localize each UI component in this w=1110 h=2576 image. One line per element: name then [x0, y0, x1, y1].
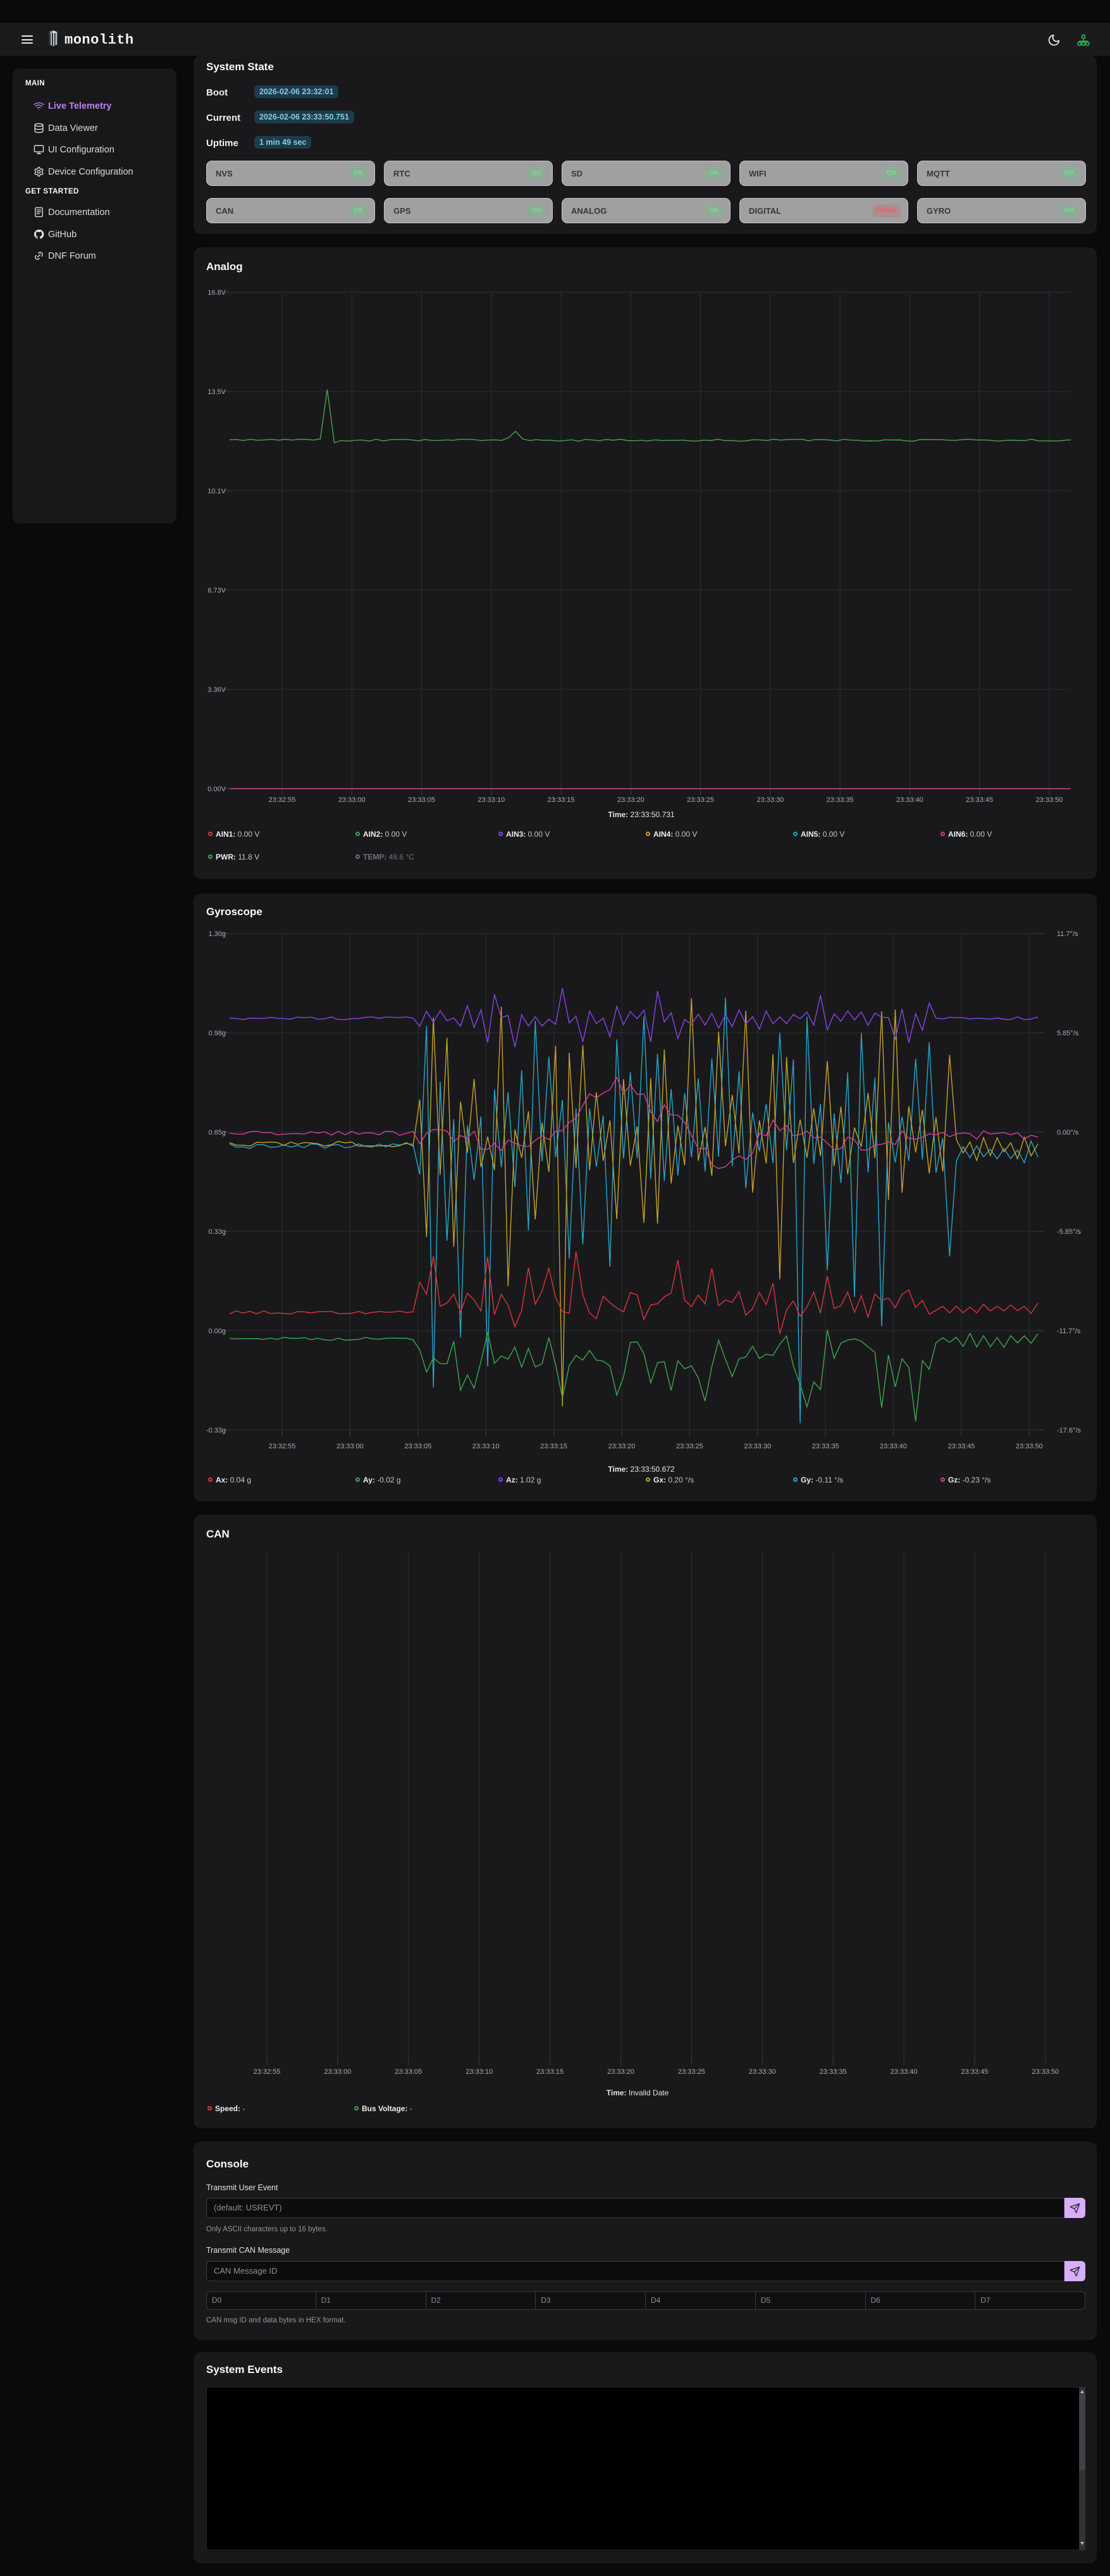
svg-text:23:33:10: 23:33:10	[472, 1443, 500, 1450]
svg-text:23:33:00: 23:33:00	[336, 1443, 364, 1450]
svg-text:-17.6°/s: -17.6°/s	[1057, 1427, 1082, 1434]
svg-text:23:33:05: 23:33:05	[395, 2068, 422, 2076]
svg-text:-11.7°/s: -11.7°/s	[1057, 1328, 1081, 1335]
svg-text:-5.85°/s: -5.85°/s	[1057, 1228, 1082, 1236]
svg-text:16.8V: 16.8V	[207, 289, 226, 297]
svg-text:23:33:35: 23:33:35	[827, 796, 854, 804]
svg-text:0.00V: 0.00V	[207, 786, 226, 793]
svg-text:23:33:25: 23:33:25	[678, 2068, 705, 2076]
svg-text:-0.33g: -0.33g	[206, 1427, 226, 1434]
svg-text:23:33:00: 23:33:00	[338, 796, 366, 804]
svg-text:23:33:50: 23:33:50	[1036, 796, 1063, 804]
svg-text:0.33g: 0.33g	[208, 1228, 226, 1236]
svg-text:23:33:35: 23:33:35	[820, 2068, 847, 2076]
svg-text:0.00°/s: 0.00°/s	[1057, 1129, 1079, 1137]
svg-text:11.7°/s: 11.7°/s	[1057, 930, 1078, 938]
svg-text:23:32:55: 23:32:55	[269, 1443, 296, 1450]
svg-text:23:33:15: 23:33:15	[536, 2068, 564, 2076]
svg-text:23:33:05: 23:33:05	[408, 796, 435, 804]
svg-text:23:33:25: 23:33:25	[676, 1443, 703, 1450]
svg-text:23:33:40: 23:33:40	[891, 2068, 918, 2076]
svg-text:23:33:20: 23:33:20	[607, 2068, 634, 2076]
svg-text:23:33:10: 23:33:10	[478, 796, 505, 804]
svg-text:13.5V: 13.5V	[207, 388, 226, 396]
svg-text:23:33:00: 23:33:00	[324, 2068, 351, 2076]
svg-text:Time: 23:33:50.731: Time: 23:33:50.731	[608, 810, 675, 819]
svg-text:23:33:20: 23:33:20	[617, 796, 644, 804]
svg-text:6.73V: 6.73V	[207, 587, 226, 595]
svg-text:0.98g: 0.98g	[208, 1030, 226, 1037]
svg-text:23:33:15: 23:33:15	[548, 796, 575, 804]
svg-text:3.36V: 3.36V	[207, 686, 226, 694]
svg-text:23:33:45: 23:33:45	[961, 2068, 989, 2076]
svg-text:5.85°/s: 5.85°/s	[1057, 1030, 1079, 1037]
svg-text:Time: 23:33:50.672: Time: 23:33:50.672	[608, 1465, 675, 1474]
svg-text:23:33:30: 23:33:30	[756, 796, 784, 804]
svg-text:23:33:45: 23:33:45	[948, 1443, 975, 1450]
svg-text:23:33:30: 23:33:30	[749, 2068, 776, 2076]
svg-text:0.00g: 0.00g	[208, 1328, 226, 1335]
svg-text:10.1V: 10.1V	[207, 488, 226, 495]
svg-text:1.30g: 1.30g	[208, 930, 226, 938]
svg-text:23:33:50: 23:33:50	[1016, 1443, 1043, 1450]
svg-text:23:33:40: 23:33:40	[896, 796, 923, 804]
svg-text:23:33:50: 23:33:50	[1032, 2068, 1059, 2076]
svg-text:23:32:55: 23:32:55	[254, 2068, 281, 2076]
svg-text:23:33:35: 23:33:35	[812, 1443, 839, 1450]
svg-text:0.65g: 0.65g	[208, 1129, 226, 1137]
svg-text:23:32:55: 23:32:55	[269, 796, 296, 804]
svg-text:23:33:20: 23:33:20	[608, 1443, 636, 1450]
svg-text:23:33:15: 23:33:15	[540, 1443, 567, 1450]
svg-text:23:33:45: 23:33:45	[966, 796, 993, 804]
svg-text:23:33:25: 23:33:25	[687, 796, 714, 804]
svg-text:23:33:40: 23:33:40	[880, 1443, 907, 1450]
svg-text:Time: Invalid Date: Time: Invalid Date	[607, 2088, 669, 2097]
svg-text:23:33:30: 23:33:30	[744, 1443, 771, 1450]
svg-text:23:33:05: 23:33:05	[404, 1443, 431, 1450]
svg-text:23:33:10: 23:33:10	[466, 2068, 493, 2076]
